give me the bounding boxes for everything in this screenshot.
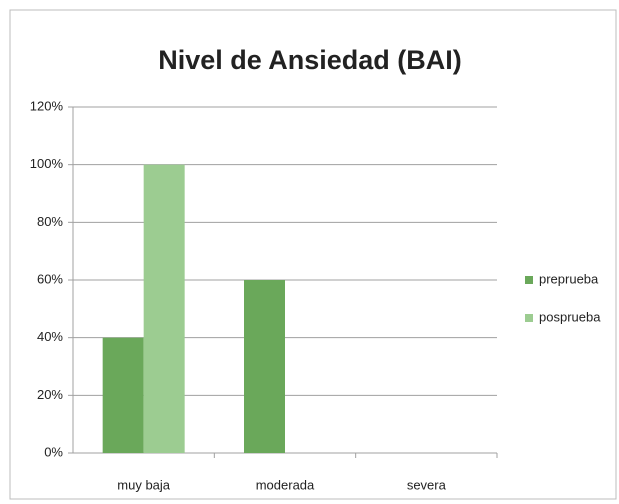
legend-swatch [525,276,533,284]
legend-swatch [525,314,533,322]
chart-title: Nivel de Ansiedad (BAI) [158,45,462,75]
bar [244,280,285,453]
legend-label: posprueba [539,309,601,324]
bar [143,164,185,453]
y-tick-label: 80% [37,214,63,229]
bar [102,337,144,453]
y-tick-label: 100% [30,156,64,171]
chart-border [9,9,617,500]
x-tick-label: severa [407,477,447,492]
x-tick-label: muy baja [117,477,171,492]
y-tick-label: 60% [37,271,63,286]
y-tick-label: 0% [44,444,63,459]
y-tick-label: 120% [30,98,64,113]
y-tick-label: 40% [37,329,63,344]
x-tick-label: moderada [256,477,315,492]
y-tick-label: 20% [37,387,63,402]
legend-label: preprueba [539,271,599,286]
